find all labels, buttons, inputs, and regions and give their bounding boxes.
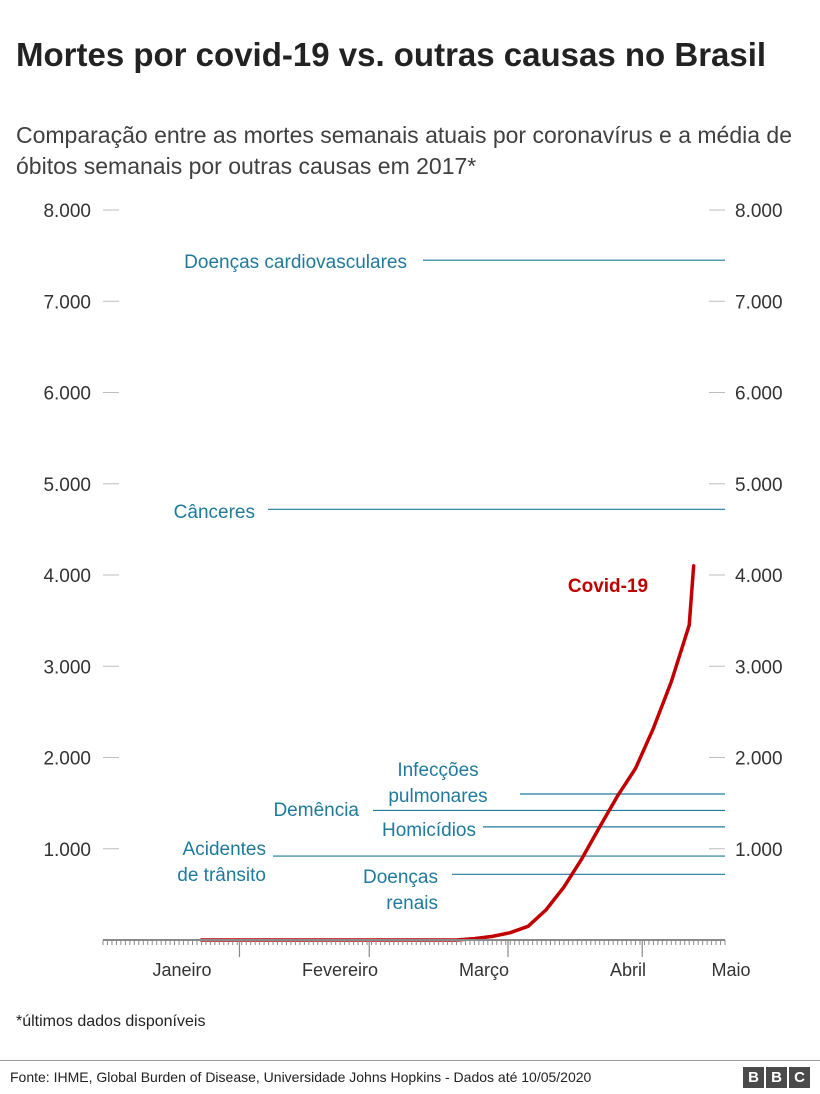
source-note: Fonte: IHME, Global Burden of Disease, U… xyxy=(10,1069,592,1085)
y-tick-label-right: 4.000 xyxy=(735,566,783,587)
x-tick-label-março: Março xyxy=(459,960,509,980)
covid-label: Covid-19 xyxy=(568,576,648,597)
chart-title: Mortes por covid-19 vs. outras causas no… xyxy=(16,36,767,73)
y-tick-label-right: 5.000 xyxy=(735,475,783,496)
y-tick-label-left: 8.000 xyxy=(43,201,91,222)
covid-line xyxy=(199,564,696,942)
x-tick-label-janeiro: Janeiro xyxy=(152,960,211,980)
chart: 1.000 1.000 2.000 2.000 3.000 3.000 4.000 4.000… xyxy=(43,201,782,980)
y-tick-label-right: 3.000 xyxy=(735,657,783,678)
bbc-logo-letter: C xyxy=(789,1067,810,1088)
covid-series: Covid-19 xyxy=(199,564,696,942)
y-tick-label-right: 7.000 xyxy=(735,292,783,313)
footnote: *últimos dados disponíveis xyxy=(16,1013,206,1030)
y-tick-label-right: 6.000 xyxy=(735,384,783,405)
y-tick-label-left: 4.000 xyxy=(43,566,91,587)
chart-subtitle: Comparação entre as mortes semanais atua… xyxy=(16,122,793,179)
y-tick-label-right: 1.000 xyxy=(735,840,783,861)
reference-label: renais xyxy=(386,893,438,914)
y-axis-ticks: 1.000 1.000 2.000 2.000 3.000 3.000 4.000 4.000… xyxy=(43,201,782,861)
reference-label: Doenças xyxy=(363,867,438,888)
x-tick-label-fevereiro: Fevereiro xyxy=(302,960,378,980)
reference-label: Doenças cardiovasculares xyxy=(184,252,407,273)
reference-label: pulmonares xyxy=(388,786,487,807)
y-tick-label-right: 2.000 xyxy=(735,749,783,770)
x-tick-label-maio: Maio xyxy=(711,960,750,980)
y-tick-label-left: 5.000 xyxy=(43,475,91,496)
y-tick-label-right: 8.000 xyxy=(735,201,783,222)
y-tick-label-left: 3.000 xyxy=(43,657,91,678)
y-tick-label-left: 7.000 xyxy=(43,292,91,313)
x-axis: Janeiro Fevereiro Março Abril Maio xyxy=(102,939,751,980)
bbc-logo-letter: B xyxy=(766,1067,787,1088)
y-tick-label-left: 1.000 xyxy=(43,840,91,861)
reference-labels: Doenças cardiovasculares Cânceres Infecçõe… xyxy=(174,252,488,914)
bbc-logo: B B C xyxy=(743,1067,810,1088)
reference-label: Cânceres xyxy=(174,502,255,523)
reference-label: Homicídios xyxy=(382,820,476,841)
reference-label: Acidentes xyxy=(183,839,266,860)
reference-label: Demência xyxy=(273,800,359,821)
reference-lines xyxy=(268,259,725,875)
y-tick-label-left: 2.000 xyxy=(43,749,91,770)
y-tick-label-left: 6.000 xyxy=(43,384,91,405)
source-divider xyxy=(0,1060,820,1061)
bbc-logo-letter: B xyxy=(743,1067,764,1088)
x-tick-label-abril: Abril xyxy=(610,960,646,980)
reference-label: de trânsito xyxy=(177,865,266,886)
reference-label: Infecções xyxy=(397,760,478,781)
